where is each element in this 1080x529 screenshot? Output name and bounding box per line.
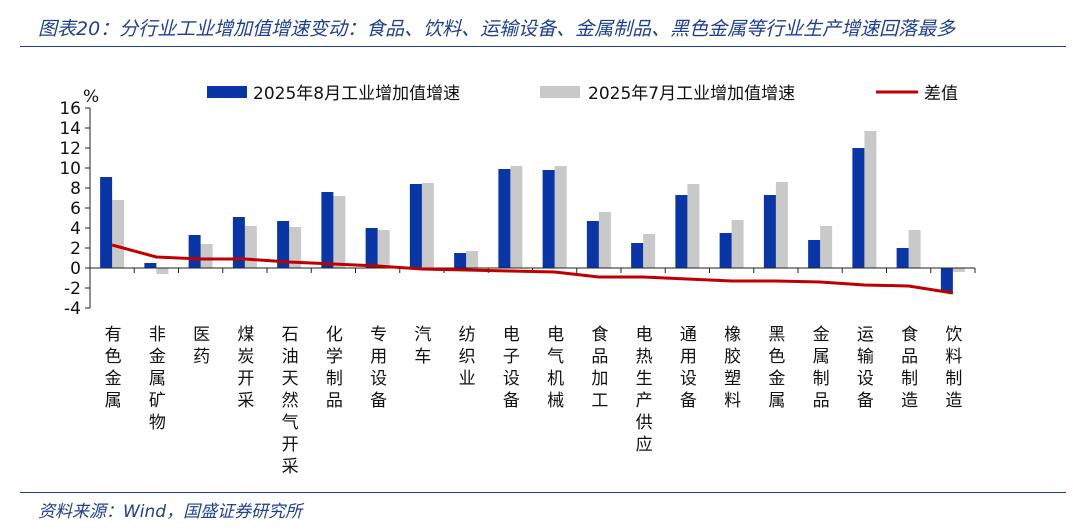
x-category-label: 运输设备: [857, 325, 874, 411]
bar-jul: [112, 200, 125, 268]
bar-aug: [144, 263, 157, 268]
legend-label-diff: 差值: [924, 84, 958, 104]
legend-swatch-aug: [207, 86, 247, 98]
y-tick-label: -4: [64, 299, 81, 319]
y-tick-label: 6: [70, 199, 81, 219]
x-axis: [89, 267, 976, 273]
x-category-label: 电气机械: [547, 325, 564, 411]
x-category-label: 石油天然气开采: [282, 325, 299, 477]
bar-jul: [244, 226, 257, 268]
x-category-label: 橡胶塑料: [724, 325, 741, 411]
figure-title: 图表20：分行业工业增加值增速变动：食品、饮料、运输设备、金属制品、黑色金属等行…: [38, 18, 956, 40]
bar-jul: [466, 251, 479, 268]
bar-jul: [775, 182, 788, 268]
y-tick-label: -2: [64, 279, 81, 299]
bar-jul: [289, 227, 302, 268]
chart-canvas: 2025年8月工业增加值增速 2025年7月工业增加值增速 差值 % 16141…: [59, 84, 976, 477]
y-unit-label: %: [83, 87, 99, 107]
y-tick-label: 4: [70, 219, 81, 239]
bar-aug: [763, 195, 776, 268]
series-aug-bars: [100, 148, 953, 292]
x-category-label: 金属制品: [813, 325, 830, 411]
bar-jul: [952, 268, 965, 272]
bar-aug: [409, 184, 422, 268]
bar-aug: [188, 235, 201, 268]
bar-jul: [687, 184, 700, 268]
bar-jul: [421, 183, 434, 268]
bar-jul: [908, 230, 921, 268]
bar-jul: [598, 212, 611, 268]
y-tick-label: 16: [59, 99, 81, 119]
bar-aug: [631, 243, 644, 268]
x-category-label: 饮料制造: [945, 325, 962, 411]
bar-aug: [232, 217, 245, 268]
bar-aug: [321, 192, 334, 268]
series-diff-line: [111, 243, 954, 295]
x-category-label: 电热生产供应: [636, 325, 653, 455]
x-category-label: 电子设备: [503, 325, 520, 411]
legend-label-aug: 2025年8月工业增加值增速: [253, 84, 460, 104]
x-category-label: 煤炭开采: [237, 325, 254, 411]
bar-aug: [586, 221, 599, 268]
bar-aug: [896, 248, 909, 268]
x-category-label: 汽车: [414, 325, 431, 367]
title-divider: [20, 46, 1066, 47]
bar-jul: [156, 268, 169, 274]
x-category-label: 有色金属: [105, 325, 122, 411]
bar-aug: [454, 253, 467, 268]
bar-aug: [100, 177, 113, 268]
bar-aug: [277, 221, 290, 268]
y-tick-label: 12: [59, 139, 81, 159]
bar-aug: [719, 233, 732, 268]
y-tick-label: 0: [70, 259, 81, 279]
bar-aug: [940, 268, 953, 292]
bar-aug: [675, 195, 688, 268]
bar-jul: [333, 196, 346, 268]
source-note: 资料来源：Wind，国盛证券研究所: [38, 502, 303, 522]
x-category-label: 食品加工: [591, 325, 608, 411]
x-category-label: 通用设备: [680, 325, 697, 411]
bar-jul: [510, 166, 523, 268]
bar-aug: [852, 148, 865, 268]
bar-jul: [643, 234, 656, 268]
diff-line-path: [111, 243, 954, 295]
x-category-label: 化学制品: [326, 325, 343, 411]
y-tick-label: 10: [59, 159, 81, 179]
bar-jul: [820, 226, 833, 268]
bar-jul: [864, 131, 877, 268]
bar-jul: [200, 244, 213, 268]
x-category-label: 纺织业: [459, 325, 476, 389]
bar-aug: [808, 240, 821, 268]
x-category-label: 医药: [193, 325, 210, 367]
y-tick-label: 14: [59, 119, 81, 139]
source-divider: [20, 492, 1066, 493]
bar-jul: [554, 166, 567, 268]
bar-aug: [498, 169, 511, 268]
y-tick-label: 2: [70, 239, 81, 259]
bar-jul: [377, 230, 390, 268]
x-category-label: 专用设备: [370, 325, 387, 411]
y-tick-label: 8: [70, 179, 81, 199]
x-category-label: 食品制造: [901, 325, 918, 411]
x-category-label: 黑色金属: [768, 325, 785, 411]
bar-aug: [542, 170, 555, 268]
bar-aug: [365, 228, 378, 268]
legend-label-jul: 2025年7月工业增加值增速: [588, 84, 795, 104]
legend-swatch-jul: [540, 86, 580, 98]
x-category-label: 非金属矿物: [149, 325, 166, 433]
x-category-labels: 有色金属 非金属矿物 医药 煤炭开采 石油天然气开采 化学制品 专用设备 汽车 纺织业 电子设备 电…: [105, 325, 963, 477]
bar-jul: [731, 220, 744, 268]
chart-legend: 2025年8月工业增加值增速 2025年7月工业增加值增速 差值: [207, 84, 958, 104]
series-jul-bars: [112, 131, 965, 274]
